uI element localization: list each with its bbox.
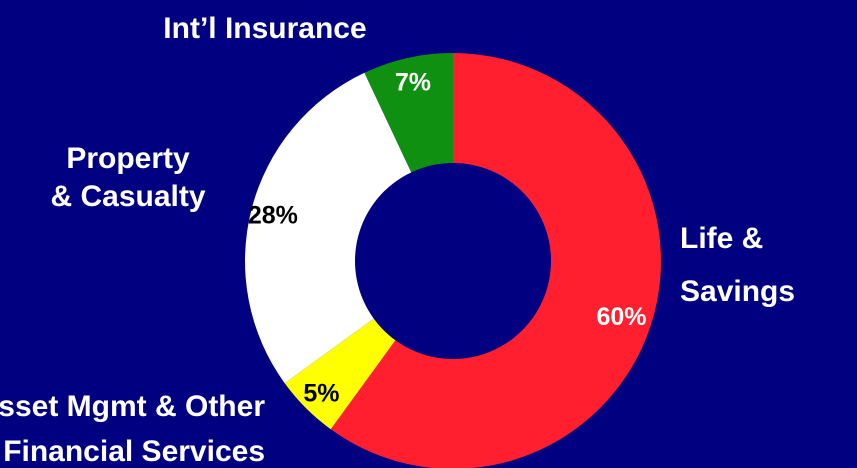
donut-slices: [244, 53, 661, 468]
slice-asset-mgmt: [284, 318, 396, 430]
value-label-intl-insurance: 7%: [395, 69, 431, 97]
category-label-intl-insurance: Int’l Insurance: [163, 12, 366, 45]
value-labels: 60% 5% 28% 7%: [248, 69, 647, 408]
category-label-property-casualty-line1: Property: [66, 142, 190, 175]
slice-intl-insurance: [364, 53, 453, 173]
slice-property-casualty: [244, 72, 412, 384]
value-label-asset-mgmt: 5%: [303, 380, 339, 408]
category-label-life-savings-line2: Savings: [680, 275, 795, 308]
value-label-property-casualty: 28%: [248, 202, 298, 230]
category-label-asset-mgmt-line1: Asset Mgmt & Other: [0, 390, 265, 423]
category-label-life-savings-line1: Life &: [680, 222, 763, 255]
value-label-life-savings: 60%: [597, 303, 647, 331]
slice-life-savings: [330, 53, 661, 468]
category-label-property-casualty-line2: & Casualty: [50, 180, 205, 213]
category-label-asset-mgmt-line2: Financial Services: [3, 435, 265, 468]
